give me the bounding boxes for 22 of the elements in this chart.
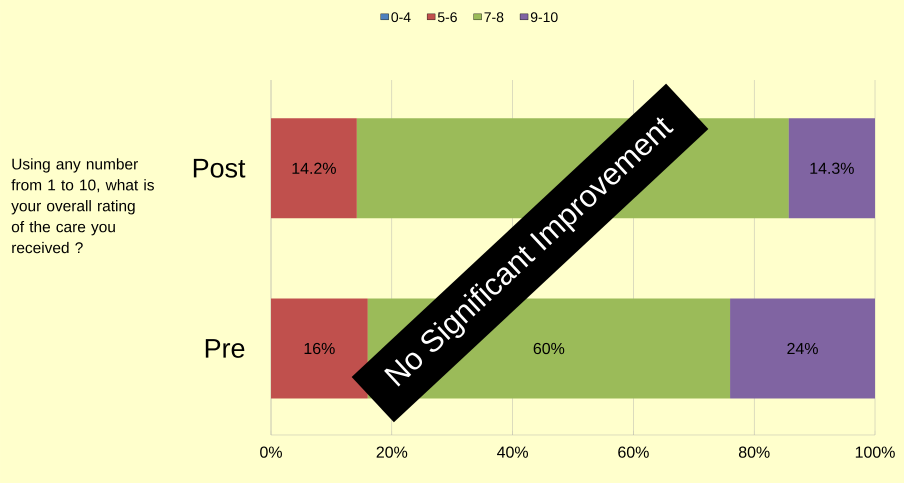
data-label: 14.3% [810,162,854,174]
x-tick-label: 20% [376,446,408,458]
x-tick-label: 40% [497,446,528,458]
bar [271,118,357,218]
y-tick-label: Post [194,158,246,178]
x-tick-label: 60% [618,446,649,458]
y-tick-label: Pre [206,339,244,358]
bar [271,298,368,398]
legend-label: 0-4 [391,12,411,22]
x-tick-label: 80% [738,446,770,458]
x-tick-label: 100% [856,446,895,458]
data-label: 14.2% [292,162,336,174]
x-tick-label: 0% [260,446,282,458]
bar [730,298,876,398]
text: Using any number from 1 to 10, what is your overall rating of the care you received ? [11,158,154,254]
legend-label: 9-10 [530,12,558,22]
bar [788,118,876,218]
legend-label: 7-8 [484,12,504,22]
data-label: 16% [304,342,335,354]
legend-label: 5-6 [438,12,457,22]
data-label: 60% [534,342,564,354]
data-label: 24% [787,342,818,354]
